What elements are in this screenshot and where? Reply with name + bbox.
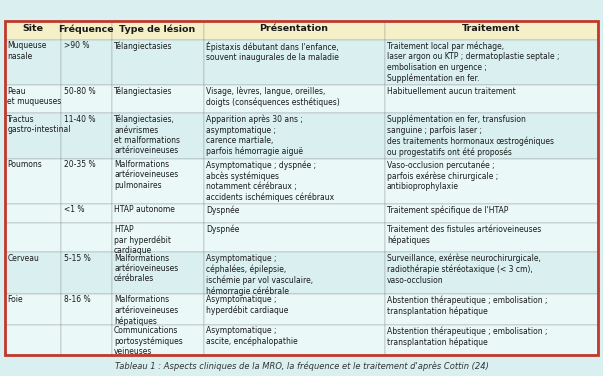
Bar (61, 252, 112, 294)
Text: HTAP
par hyperdébit
cardiaque: HTAP par hyperdébit cardiaque (114, 225, 171, 255)
Text: 8-16 %: 8-16 % (63, 295, 90, 304)
Text: Apparition après 30 ans ;
asymptomatique ;
carence martiale,
parfois hémorragie : Apparition après 30 ans ; asymptomatique… (206, 115, 303, 156)
Text: Dyspnée: Dyspnée (206, 206, 239, 215)
Text: HTAP autonome: HTAP autonome (114, 206, 175, 214)
Bar (204, 113, 385, 159)
Bar (112, 204, 204, 223)
Bar (5, 113, 61, 159)
Text: Abstention thérapeutique ; embolisation ;
transplantation hépatique: Abstention thérapeutique ; embolisation … (387, 295, 548, 316)
Text: Abstention thérapeutique ; embolisation ;
transplantation hépatique: Abstention thérapeutique ; embolisation … (387, 326, 548, 347)
Text: Tractus
gastro-intestinal: Tractus gastro-intestinal (7, 115, 71, 134)
Bar (61, 223, 112, 252)
Bar (5, 85, 61, 113)
Text: >90 %: >90 % (63, 41, 89, 50)
Text: Poumons: Poumons (7, 160, 42, 169)
Text: Traitement: Traitement (462, 24, 520, 33)
Bar (385, 113, 598, 159)
Bar (61, 324, 112, 355)
Bar (385, 223, 598, 252)
Bar (204, 159, 385, 204)
Text: Télangiectasies,
anévrismes
et malformations
artérioveineuses: Télangiectasies, anévrismes et malformat… (114, 115, 180, 155)
Bar (204, 324, 385, 355)
Text: Malformations
artérioveineuses
hépatiques: Malformations artérioveineuses hépatique… (114, 295, 178, 326)
Text: Site: Site (22, 24, 43, 33)
Bar (61, 21, 112, 40)
Bar (112, 223, 204, 252)
Text: Télangiectasies: Télangiectasies (114, 87, 172, 96)
Bar (204, 252, 385, 294)
Bar (112, 21, 204, 40)
Bar (112, 159, 204, 204)
Text: 20-35 %: 20-35 % (63, 160, 95, 169)
Text: Tableau 1 : Aspects cliniques de la MRO, la fréquence et le traitement d'après C: Tableau 1 : Aspects cliniques de la MRO,… (115, 362, 488, 371)
Bar (112, 85, 204, 113)
Bar (61, 159, 112, 204)
Bar (61, 113, 112, 159)
Text: Foie: Foie (7, 295, 23, 304)
Text: Fréquence: Fréquence (58, 24, 114, 34)
Bar (5, 223, 61, 252)
Bar (61, 294, 112, 324)
Text: Communications
portosystémiques
veineuses: Communications portosystémiques veineuse… (114, 326, 183, 356)
Bar (385, 204, 598, 223)
Bar (204, 223, 385, 252)
Text: Visage, lèvres, langue, oreilles,
doigts (conséquences esthétiques): Visage, lèvres, langue, oreilles, doigts… (206, 87, 339, 108)
Bar (385, 252, 598, 294)
Bar (61, 204, 112, 223)
Bar (112, 40, 204, 85)
Bar (112, 113, 204, 159)
Text: Peau
et muqueuses: Peau et muqueuses (7, 87, 62, 106)
Text: Type de lésion: Type de lésion (119, 24, 196, 34)
Bar (204, 294, 385, 324)
Text: Cerveau: Cerveau (7, 254, 39, 262)
Text: Épistaxis débutant dans l'enfance,
souvent inaugurales de la maladie: Épistaxis débutant dans l'enfance, souve… (206, 41, 339, 62)
Text: Malformations
artérioveineuses
pulmonaires: Malformations artérioveineuses pulmonair… (114, 160, 178, 190)
Bar (5, 252, 61, 294)
Text: Asymptomatique ;
céphalées, épilepsie,
ischémie par vol vasculaire,
hémorragie c: Asymptomatique ; céphalées, épilepsie, i… (206, 254, 313, 296)
Bar (204, 204, 385, 223)
Bar (204, 40, 385, 85)
Bar (5, 324, 61, 355)
Text: Télangiectasies: Télangiectasies (114, 41, 172, 51)
Text: Traitement des fistules artérioveineuses
hépatiques: Traitement des fistules artérioveineuses… (387, 225, 541, 245)
Bar (385, 40, 598, 85)
Text: Vaso-occlusion percutanée ;
parfois exérèse chirurgicale ;
antibioprophylaxie: Vaso-occlusion percutanée ; parfois exér… (387, 160, 498, 191)
Text: Présentation: Présentation (259, 24, 329, 33)
Text: 5-15 %: 5-15 % (63, 254, 90, 262)
Bar (112, 294, 204, 324)
Bar (112, 324, 204, 355)
Text: Dyspnée: Dyspnée (206, 225, 239, 234)
Text: 11-40 %: 11-40 % (63, 115, 95, 124)
Bar (204, 21, 385, 40)
Text: 50-80 %: 50-80 % (63, 87, 95, 96)
Text: Asymptomatique ; dyspnée ;
abcès systémiques
notamment cérébraux ;
accidents isc: Asymptomatique ; dyspnée ; abcès systémi… (206, 160, 334, 202)
Bar (5, 21, 598, 355)
Bar (385, 294, 598, 324)
Bar (204, 85, 385, 113)
Bar (61, 40, 112, 85)
Text: Muqueuse
nasale: Muqueuse nasale (7, 41, 46, 61)
Text: Habituellement aucun traitement: Habituellement aucun traitement (387, 87, 516, 96)
Text: <1 %: <1 % (63, 206, 84, 214)
Bar (385, 324, 598, 355)
Bar (5, 294, 61, 324)
Bar (385, 85, 598, 113)
Text: Asymptomatique ;
ascite, encéphalopathie: Asymptomatique ; ascite, encéphalopathie (206, 326, 298, 346)
Bar (112, 252, 204, 294)
Text: Asymptomatique ;
hyperdébit cardiaque: Asymptomatique ; hyperdébit cardiaque (206, 295, 288, 315)
Text: Supplémentation en fer, transfusion
sanguine ; parfois laser ;
des traitements h: Supplémentation en fer, transfusion sang… (387, 115, 554, 156)
Bar (385, 159, 598, 204)
Text: Traitement local par méchage,
laser argon ou KTP ; dermatoplastie septale ;
embo: Traitement local par méchage, laser argo… (387, 41, 560, 83)
Text: Malformations
artérioveineuses
cérébrales: Malformations artérioveineuses cérébrale… (114, 254, 178, 284)
Text: Traitement spécifique de l'HTAP: Traitement spécifique de l'HTAP (387, 206, 508, 215)
Bar (5, 21, 61, 40)
Bar (61, 85, 112, 113)
Text: Surveillance, exérèse neurochirurgicale,
radiothérapie stéréotaxique (< 3 cm),
v: Surveillance, exérèse neurochirurgicale,… (387, 254, 541, 285)
Bar (385, 21, 598, 40)
Bar (5, 204, 61, 223)
Bar (5, 40, 61, 85)
Bar (5, 159, 61, 204)
